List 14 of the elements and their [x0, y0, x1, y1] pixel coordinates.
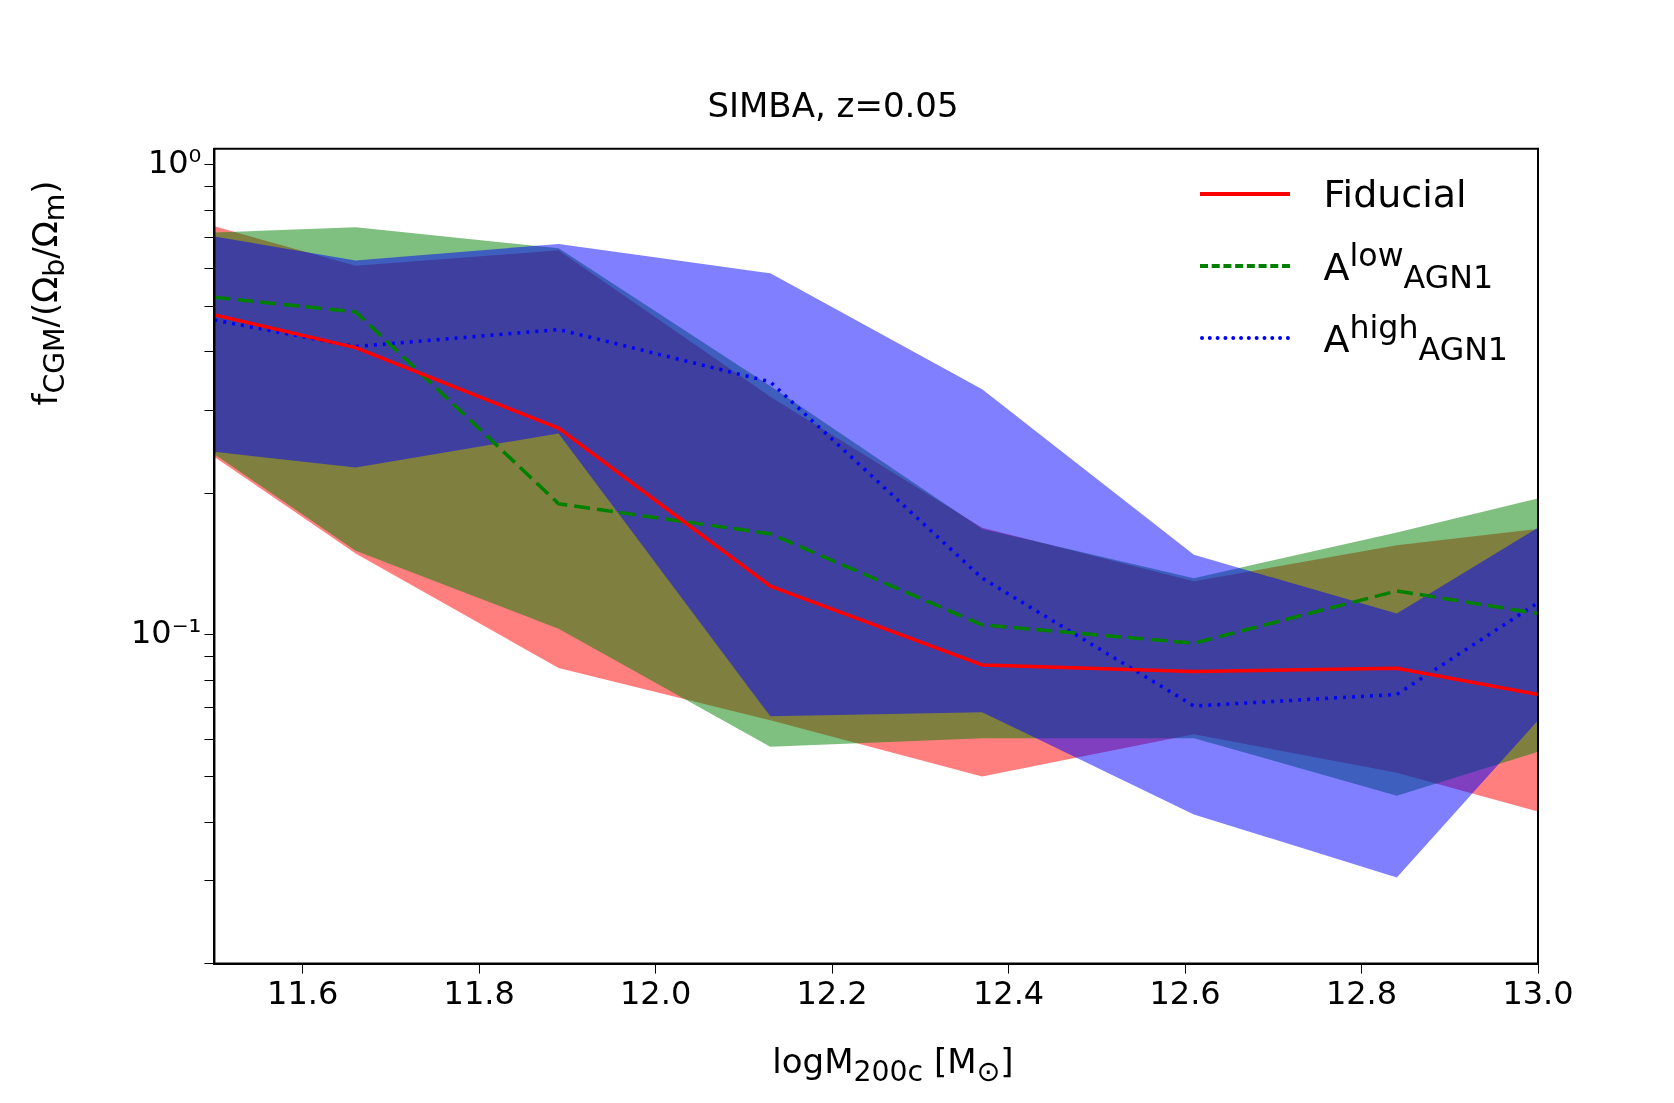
chart-title: SIMBA, z=0.05 [707, 85, 959, 126]
x-tick-label: 12.4 [972, 974, 1045, 1013]
y-tick-label: 10⁰ [147, 142, 202, 181]
x-tick-label: 11.8 [443, 974, 515, 1013]
line-series [214, 295, 1538, 645]
x-axis-title: logM$_{200c}$ [M$_{⊙}$] [771, 1041, 1015, 1088]
legend-label: Fiducial [1323, 172, 1467, 216]
x-tick-label: 12.6 [1149, 974, 1221, 1013]
y-tick-label: 10⁻¹ [131, 613, 202, 652]
x-tick-label: 12.0 [620, 974, 692, 1013]
x-tick-label: 11.6 [267, 974, 339, 1013]
x-tick-label: 13.0 [1502, 974, 1574, 1013]
x-tick-label: 12.8 [1325, 974, 1398, 1013]
x-tick-label: 12.2 [796, 974, 868, 1013]
